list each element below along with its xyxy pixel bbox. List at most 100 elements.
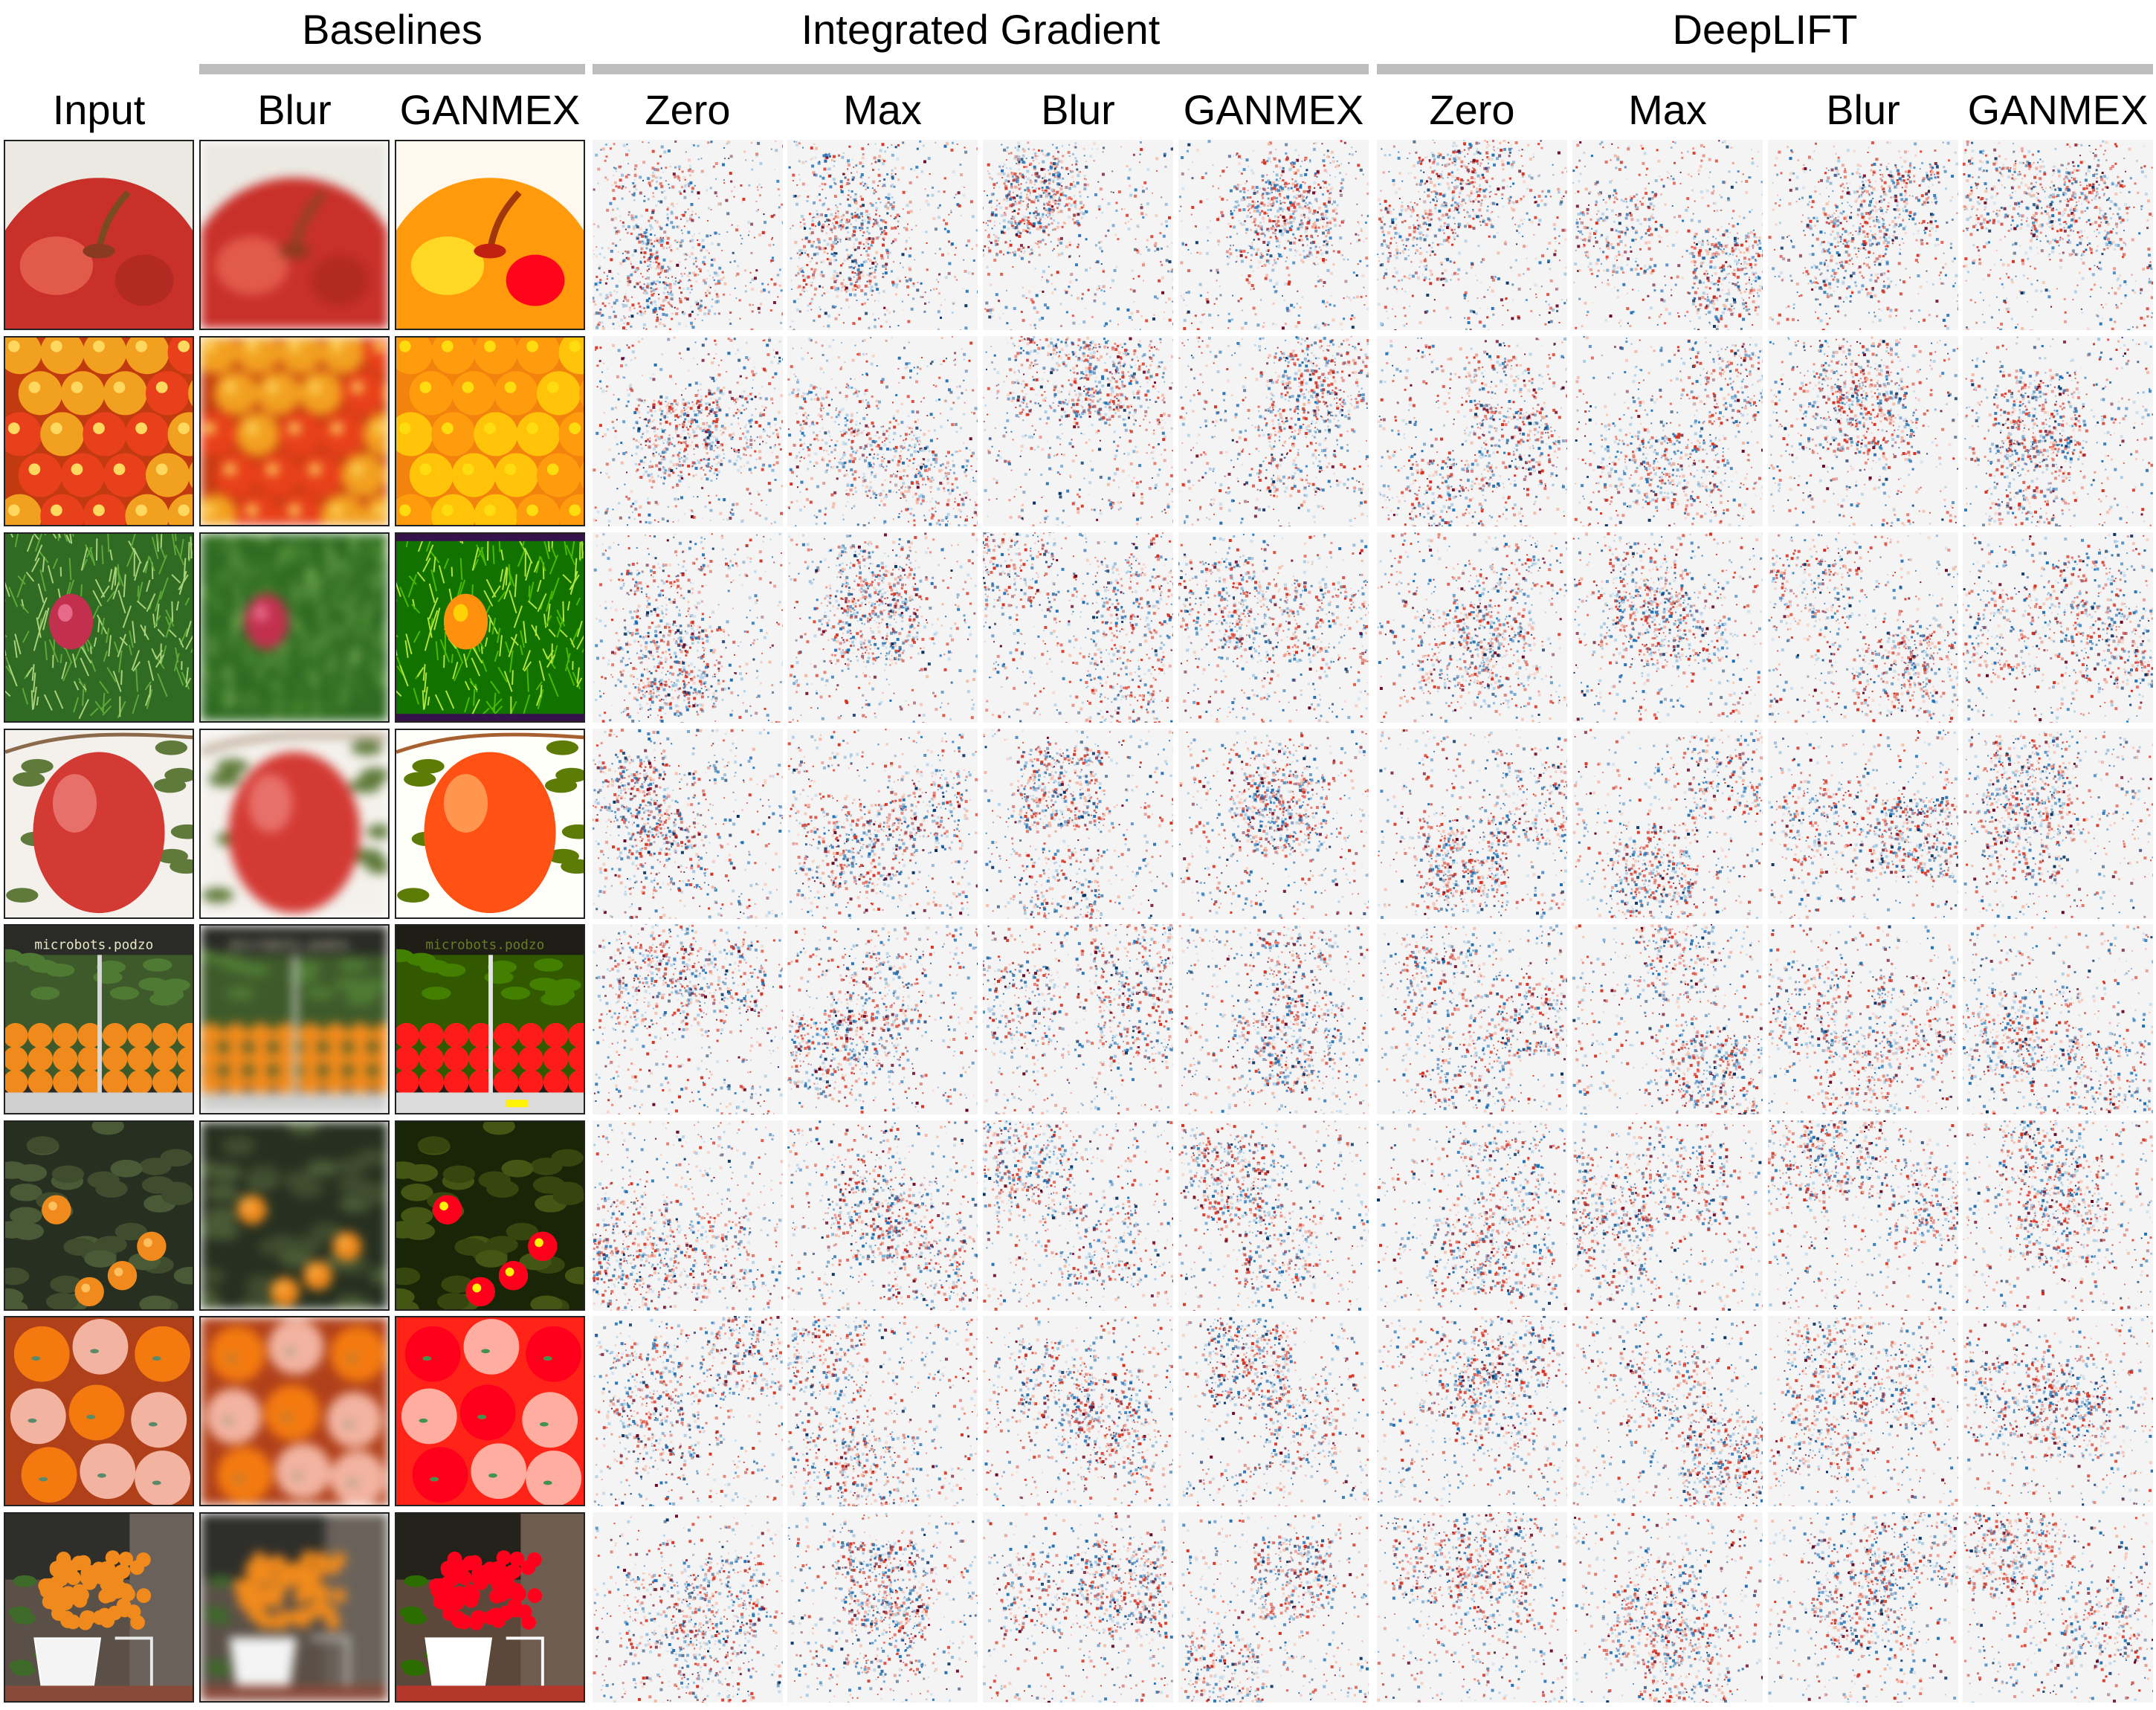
attribution-map (787, 532, 978, 723)
attribution-map (1377, 1512, 1567, 1703)
attribution-heatmap (787, 729, 978, 919)
attribution-map (983, 924, 1173, 1114)
attribution-heatmap (1768, 1120, 1958, 1311)
attribution-heatmap (1572, 140, 1763, 330)
attribution-map (1178, 336, 1369, 526)
attribution-map (983, 532, 1173, 723)
scene-orange-cart-street (396, 1514, 584, 1701)
attribution-heatmap (983, 532, 1173, 723)
input-image (4, 1316, 194, 1506)
column-header: GANMEX (392, 82, 588, 138)
scene-apple-pile (396, 338, 584, 525)
attribution-heatmap (1377, 1316, 1567, 1506)
column-header: Max (1569, 82, 1766, 138)
attribution-map (1963, 1120, 2153, 1311)
attribution-map (1178, 140, 1369, 330)
attribution-heatmap (1377, 1512, 1567, 1703)
scene-apple-pile (201, 338, 388, 525)
attribution-heatmap (1769, 336, 1958, 526)
attribution-heatmap (1768, 532, 1958, 723)
attribution-map (1572, 729, 1763, 919)
blur-baseline-image (199, 729, 390, 919)
scene-orange-tree (201, 1122, 388, 1309)
attribution-map (1178, 729, 1369, 919)
scene-orange-cart-street (201, 1514, 388, 1701)
input-image: microbots.podzo (4, 924, 194, 1114)
attribution-map (1178, 1512, 1369, 1703)
attribution-heatmap (593, 729, 783, 919)
column-header: GANMEX (1175, 82, 1372, 138)
attribution-map (1572, 1512, 1763, 1703)
attribution-map (1768, 532, 1958, 723)
ganmex-baseline-image (395, 140, 585, 330)
attribution-heatmap (787, 1316, 978, 1506)
attribution-heatmap (1768, 1512, 1958, 1703)
attribution-map (1768, 924, 1958, 1114)
attribution-heatmap (1377, 337, 1567, 526)
blur-baseline-image (199, 1120, 390, 1311)
blur-baseline-image (199, 1512, 390, 1703)
attribution-map (983, 140, 1173, 330)
attribution-heatmap (1178, 924, 1369, 1114)
attribution-heatmap (1178, 1316, 1369, 1506)
attribution-map (1572, 336, 1763, 526)
input-image (4, 729, 194, 919)
attribution-heatmap (788, 532, 978, 723)
scene-orange-crate (201, 1317, 388, 1505)
attribution-heatmap (1963, 532, 2153, 723)
attribution-map (1768, 1316, 1958, 1506)
attribution-map (1377, 336, 1567, 526)
attribution-map (1572, 1316, 1763, 1506)
scene-apple-on-branch (396, 730, 584, 917)
scene-orange-market-stall: microbots.podzo (5, 926, 193, 1113)
attribution-heatmap (1178, 140, 1369, 330)
attribution-heatmap (1768, 141, 1958, 330)
attribution-map (1963, 1316, 2153, 1506)
attribution-map (787, 336, 978, 526)
attribution-map (1377, 1316, 1567, 1506)
attribution-map (1178, 1316, 1369, 1506)
attribution-map (1178, 1120, 1369, 1311)
attribution-heatmap (787, 924, 978, 1114)
scene-apple-pile (5, 338, 193, 525)
blur-baseline-image (199, 140, 390, 330)
attribution-heatmap (1963, 729, 2153, 919)
attribution-heatmap (593, 1512, 783, 1703)
attribution-map (1963, 924, 2153, 1114)
group-title: Integrated Gradient (593, 0, 1369, 59)
scene-apple-closeup (201, 141, 388, 329)
attribution-heatmap (1181, 1512, 1369, 1703)
attribution-map (1768, 336, 1958, 526)
attribution-heatmap (1963, 1120, 2153, 1311)
attribution-heatmap (1769, 1316, 1958, 1506)
scene-apple-on-branch (201, 730, 388, 917)
attribution-heatmap (1963, 336, 2153, 526)
watermark-text: microbots.podzo (34, 938, 153, 953)
attribution-map (787, 924, 978, 1114)
column-header: Blur (1765, 82, 1961, 138)
attribution-map (787, 1120, 978, 1311)
ganmex-baseline-image (395, 532, 585, 723)
ganmex-baseline-image (395, 729, 585, 919)
blur-baseline-image (199, 336, 390, 526)
attribution-map (593, 532, 783, 723)
scene-orange-market-stall: microbots.podzo (201, 926, 388, 1113)
input-image (4, 140, 194, 330)
attribution-heatmap (1572, 1120, 1763, 1311)
attribution-map (1768, 1120, 1958, 1311)
attribution-map (1963, 140, 2153, 330)
scene-orange-cart-street (5, 1514, 193, 1701)
attribution-map (1963, 1512, 2153, 1703)
attribution-map (593, 1512, 783, 1703)
scene-apple-closeup (5, 141, 193, 329)
attribution-heatmap (1378, 924, 1567, 1114)
attribution-map (983, 1120, 1173, 1311)
scene-orange-market-stall: microbots.podzo (396, 926, 584, 1113)
ganmex-baseline-image (395, 336, 585, 526)
watermark-text: microbots.podzo (230, 938, 349, 953)
attribution-heatmap (593, 336, 783, 526)
scene-apple-on-branch (5, 730, 193, 917)
attribution-heatmap (1768, 924, 1958, 1114)
attribution-map (787, 729, 978, 919)
column-header: Blur (196, 82, 393, 138)
